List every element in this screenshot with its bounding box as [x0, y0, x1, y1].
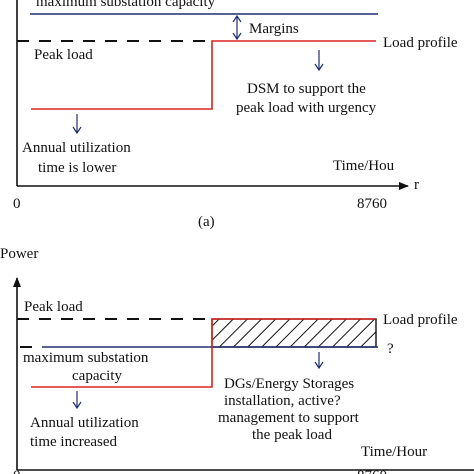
panel-b-dg-text-2: installation, active? — [224, 393, 341, 409]
panel-b-capacity-text-1: maximum substation — [23, 350, 149, 366]
panel-a-margins-arrow — [232, 14, 242, 41]
panel-b: Power Peak load ? Load profile maximum s… — [0, 246, 474, 474]
panel-a-x-label: Time/Hou — [333, 158, 395, 174]
panel-b-load-profile-label: Load profile — [383, 312, 458, 328]
panel-a-dsm-text-1: DSM to support the — [247, 81, 366, 97]
panel-a-annual-text-2: time is lower — [38, 160, 116, 176]
panel-b-x-end: 8760 — [357, 468, 387, 474]
panel-b-load-profile-line — [31, 318, 376, 388]
panel-a-load-profile-line — [31, 40, 376, 110]
panel-a-capacity-label: maximum substation capacity — [36, 0, 216, 10]
panel-a-dsm-arrow — [314, 50, 324, 72]
panel-a-x-label-tail: r — [414, 177, 419, 193]
panel-b-x-start: 0 — [13, 468, 21, 474]
panel-b-dg-text-1: DGs/Energy Storages — [224, 376, 354, 392]
panel-b-peak-load-label: Peak load — [24, 299, 83, 315]
panel-b-capacity-text-2: capacity — [72, 368, 122, 384]
panel-a-dsm-text-2: peak load with urgency — [236, 100, 377, 116]
panel-b-x-label: Time/Hour — [361, 444, 427, 460]
panel-a-peak-load-label: Peak load — [34, 47, 93, 63]
panel-b-y-label: Power — [0, 246, 38, 262]
panel-b-dg-text-4: the peak load — [252, 427, 332, 443]
panel-b-capacity-question: ? — [387, 341, 394, 357]
panel-b-dg-arrow — [314, 352, 324, 370]
panel-a-label: (a) — [198, 214, 215, 230]
panel-a: maximum substation capacity Peak load Lo… — [13, 0, 458, 230]
panel-a-x-start: 0 — [13, 196, 21, 212]
panel-a-annual-text-1: Annual utilization — [22, 140, 131, 156]
panel-b-annual-text-1: Annual utilization — [30, 415, 139, 431]
panel-b-annual-text-2: time increased — [30, 434, 118, 450]
panel-a-margins-label: Margins — [249, 21, 299, 37]
panel-b-hatched-area — [211, 318, 377, 348]
panel-a-load-profile-label: Load profile — [383, 35, 458, 51]
panel-b-annual-arrow — [72, 391, 82, 410]
panel-a-x-end: 8760 — [357, 196, 387, 212]
panel-a-annual-arrow — [72, 114, 82, 135]
panel-b-dg-text-3: management to support — [218, 410, 360, 426]
